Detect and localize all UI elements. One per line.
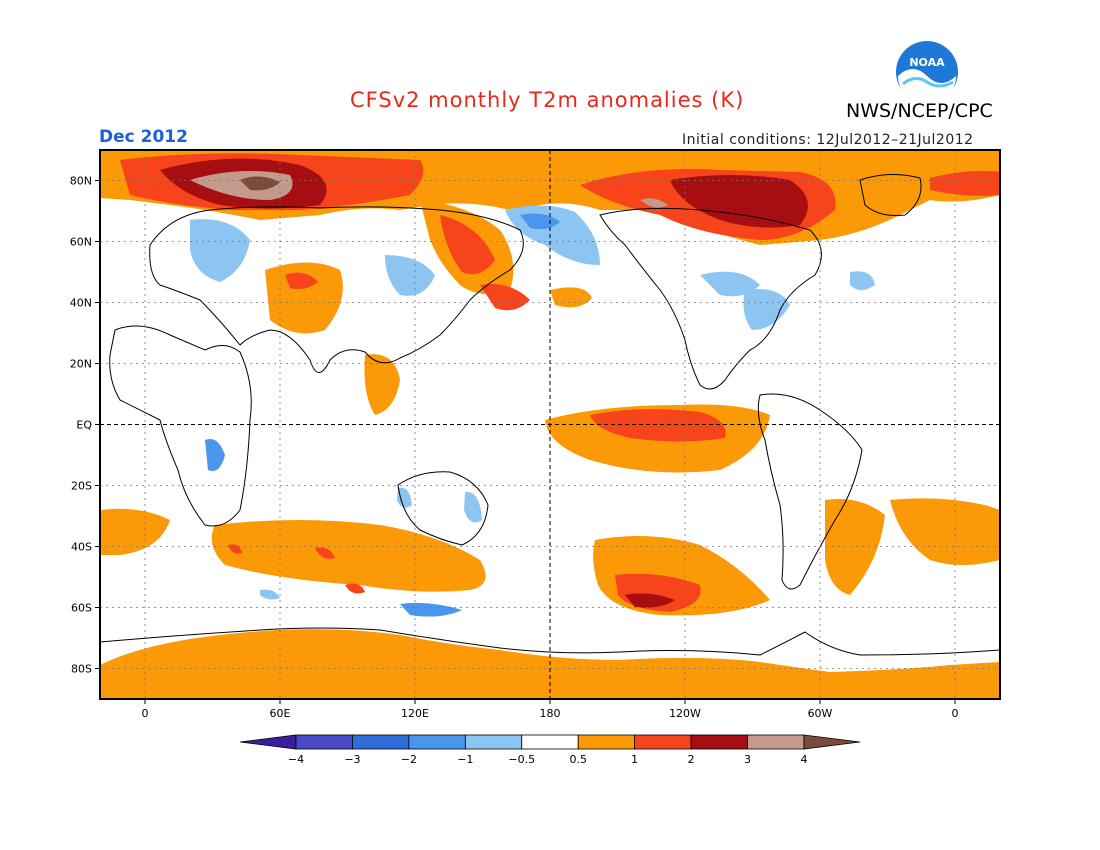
anomaly-india-warm-1 <box>285 272 318 290</box>
lon-label: 60W <box>808 707 833 720</box>
colorbar-bin <box>521 734 579 750</box>
colorbar-label: 4 <box>801 753 808 766</box>
anomaly-so-cold-1 <box>260 589 280 600</box>
longitude-labels: 0 60E 120E 180 120W 60W 0 <box>142 699 959 720</box>
colorbar-arrow-high <box>803 734 861 750</box>
anomaly-canada-warm-1 <box>670 175 808 228</box>
lat-label: 20N <box>70 358 92 371</box>
colorbar-label: −4 <box>288 753 304 766</box>
colorbar-label: −3 <box>344 753 360 766</box>
colorbar-label: 1 <box>631 753 638 766</box>
colorbar-bin <box>634 734 692 750</box>
lon-label: 120W <box>669 707 701 720</box>
coast-eurasia <box>149 206 524 373</box>
anomaly-east-asia-warm-1 <box>440 215 495 275</box>
anomaly-arctic-warm-4 <box>240 176 280 191</box>
anomaly-siberia-cold <box>385 255 435 296</box>
initial-conditions: Initial conditions: 12Jul2012–21Jul2012 <box>682 132 974 148</box>
colorbar-arrow-low <box>239 734 297 750</box>
colorbar-bin <box>408 734 466 750</box>
anomaly-bering-cold-1 <box>520 213 560 230</box>
anomaly-south-atlantic-warm <box>825 499 885 595</box>
anomaly-africa-cold <box>205 439 225 471</box>
anomaly-south-pacific-warm-2 <box>625 593 675 608</box>
coast-australia <box>397 471 489 546</box>
colorbar-label: 3 <box>744 753 751 766</box>
lat-lon-grid <box>100 150 1000 699</box>
colorbar-label: −0.5 <box>508 753 535 766</box>
anomaly-india-warm <box>265 262 343 334</box>
anomaly-south-indian-warm-4 <box>345 583 365 594</box>
colorbar: −4 −3 −2 −1 −0.5 0.5 1 2 3 4 <box>239 734 861 766</box>
lat-label: 60S <box>71 602 92 615</box>
anomaly-europe-cold <box>190 219 250 282</box>
logo-text: NOAA <box>909 56 945 69</box>
anomaly-south-indian-warm <box>100 508 170 555</box>
forecast-month: Dec 2012 <box>99 127 188 147</box>
lat-label: 60N <box>70 236 92 249</box>
agency-label: NWS/NCEP/CPC <box>846 100 993 122</box>
colorbar-bin <box>747 734 805 750</box>
anomaly-na-cold-1 <box>743 289 790 330</box>
coast-africa <box>109 325 252 527</box>
colorbar-label: −1 <box>457 753 473 766</box>
anomaly-aus-cold-1 <box>464 491 482 523</box>
colorbar-bin <box>352 734 410 750</box>
colorbar-bin <box>690 734 748 750</box>
coast-north-america <box>599 207 822 390</box>
colorbar-label: 0.5 <box>569 753 587 766</box>
coast-south-america <box>757 393 863 590</box>
lon-label: 0 <box>952 707 959 720</box>
colorbar-bin <box>295 734 353 750</box>
anomaly-canada-warm-2 <box>640 198 668 208</box>
anomaly-seasia-warm <box>364 354 400 415</box>
anomaly-atlantic-cold <box>850 271 875 290</box>
colorbar-bin <box>577 734 636 750</box>
coast-greenland <box>859 174 922 216</box>
anomaly-so-cold <box>400 602 462 617</box>
lon-label: 180 <box>540 707 561 720</box>
lat-label: EQ <box>76 419 92 432</box>
lon-label: 0 <box>142 707 149 720</box>
noaa-logo: NOAA <box>895 40 959 105</box>
anomaly-enso-warm-1 <box>590 409 726 442</box>
lat-label: 20S <box>71 480 92 493</box>
colorbar-bin <box>464 734 523 750</box>
anomaly-south-indian-warm-1 <box>211 520 486 592</box>
lat-label: 80S <box>71 663 92 676</box>
anomaly-aus-cold <box>397 487 412 508</box>
latitude-labels: 80N 60N 40N 20N EQ 20S 40S 60S 80S <box>70 175 100 676</box>
anomaly-east-asia-warm-2 <box>480 284 530 311</box>
lat-label: 40S <box>71 541 92 554</box>
coast-antarctica <box>100 627 1000 656</box>
colorbar-label: 2 <box>688 753 695 766</box>
anomaly-south-indian-warm-2 <box>315 547 335 559</box>
coastlines <box>100 174 1000 656</box>
colorbar-label: −2 <box>401 753 417 766</box>
anomaly-canada-warm-3 <box>930 170 1000 196</box>
lon-label: 120E <box>401 707 429 720</box>
chart-title: CFSv2 monthly T2m anomalies (K) <box>350 88 745 112</box>
lat-label: 80N <box>70 175 92 188</box>
anomaly-south-atlantic-warm-1 <box>890 498 1000 565</box>
lat-label: 40N <box>70 297 92 310</box>
lon-label: 60E <box>270 707 291 720</box>
